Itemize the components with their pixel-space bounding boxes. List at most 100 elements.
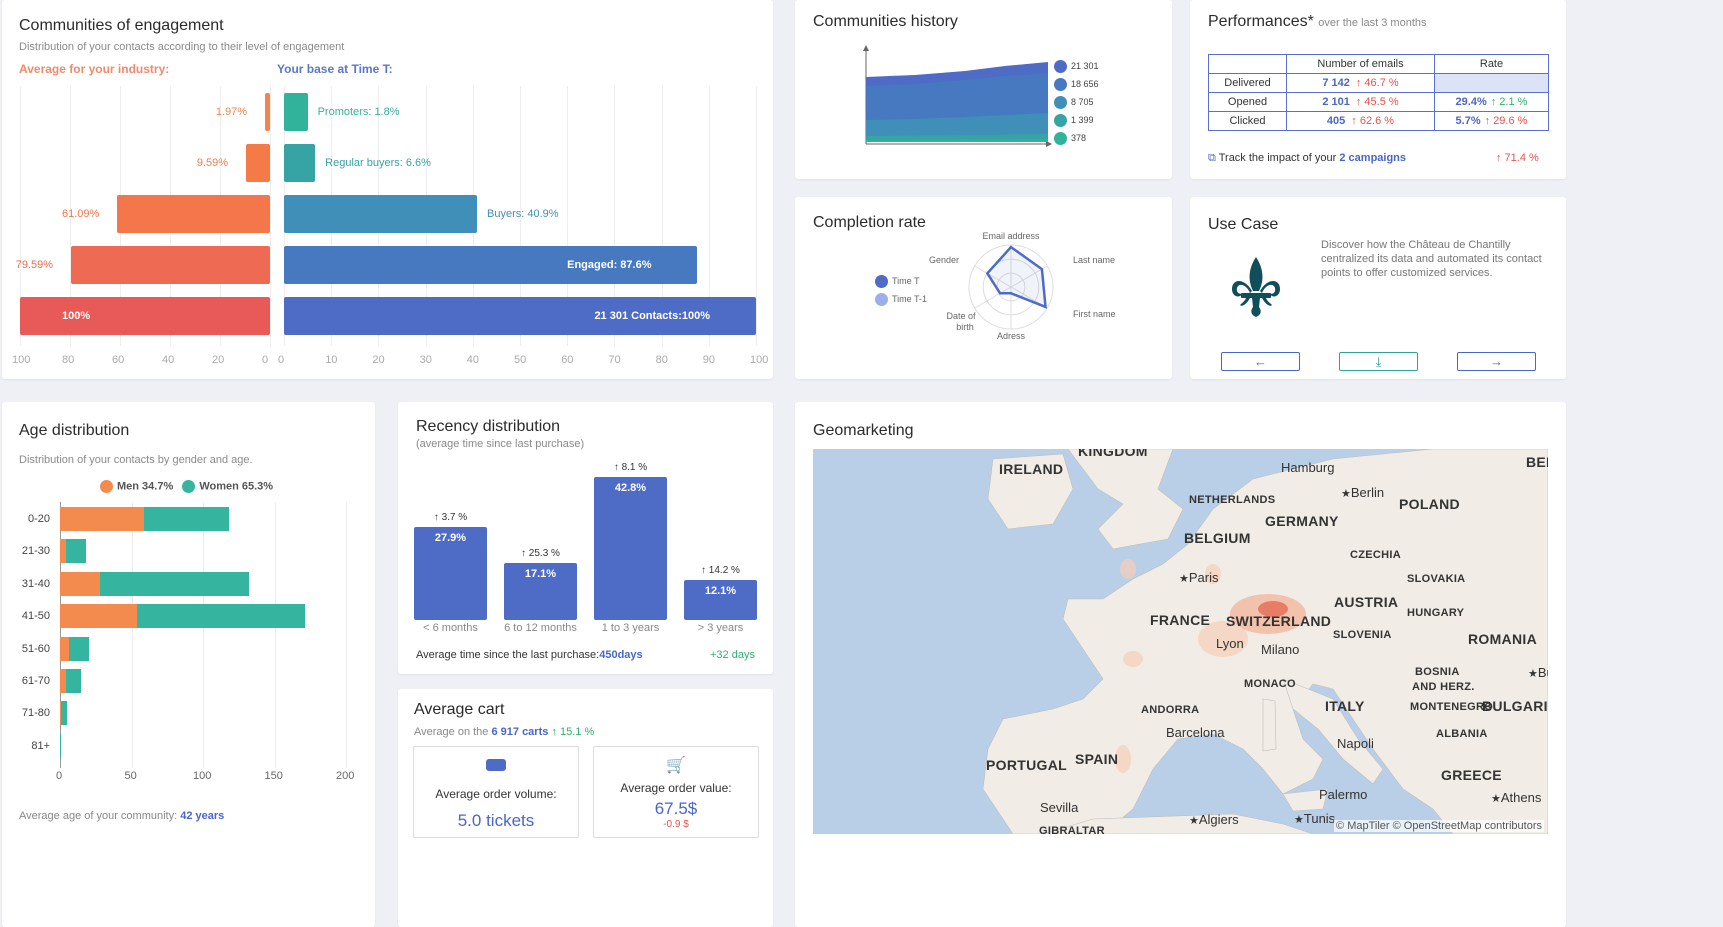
base-bar [284,93,308,131]
recency-footer: Average time since the last purchase:450… [416,649,643,661]
geo-card: Geomarketing KINGDOM IRELAND NE [795,402,1566,927]
completion-radar-chart: Email address Last name First name Adress Da… [929,231,1116,341]
average-age-value: 42 years [180,810,225,822]
cart-card: Average cart Average on the 6 917 carts … [398,689,773,927]
women-bar [65,539,86,564]
grid-line [567,86,569,346]
row-rate [1434,73,1549,93]
age-row-label: 21-30 [21,545,50,558]
age-row-label: 71-80 [21,707,50,720]
age-tick-label: 150 [264,770,283,782]
performances-title: Performances* [1208,13,1314,30]
radar-axis-label: Gender [929,255,959,265]
table-row: Delivered 7 142 ↑ 46.7 % [1208,73,1549,93]
base-bar [284,144,316,182]
city-label: ★Tunis [1294,811,1335,826]
country-label: POLAND [1399,496,1460,512]
legend-dot-icon [875,275,888,289]
country-label: FRANCE [1150,612,1211,628]
legend-dot-icon [1054,132,1067,146]
base-bar-label: Buyers: 40.9% [487,208,559,220]
recency-footer-value: 450days [599,649,643,661]
right-tick-label: 80 [655,354,668,366]
fleur-de-lis-logo [1232,257,1280,317]
count-value: 405 [1326,115,1346,127]
industry-bar-label: 1.97% [215,106,248,118]
download-icon: ⤓ [1375,353,1382,369]
geo-title: Geomarketing [813,422,914,439]
country-label: BOSNIA [1415,666,1460,678]
country-label: BELGIUM [1184,530,1251,546]
prev-button[interactable]: ← [1221,352,1300,371]
map-attribution: © MapTiler © OpenStreetMap contributors [1334,820,1544,832]
star-icon: ★ [1528,668,1538,680]
men-label: Men 34.7% [117,480,174,493]
row-name: Clicked [1208,111,1287,131]
map-land [982,449,1548,834]
country-label: SLOVENIA [1333,629,1392,641]
city-name: Barcelona [1166,725,1225,740]
country-label: AND HERZ. [1412,681,1475,693]
legend-dot-icon [1054,114,1067,128]
grid-line [70,86,71,346]
radar-axis-label: Date of birth [946,311,976,332]
recency-bar-label: > 3 years [697,622,744,634]
col-rate: Rate [1434,54,1549,74]
country-label: GREECE [1441,767,1502,783]
history-area-chart [863,45,1052,147]
industry-bar-label: 100% [62,310,91,322]
city-name: Bu [1537,665,1548,680]
age-card: Age distribution Distribution of your co… [2,402,375,927]
arrow-left-icon: ← [1254,354,1267,369]
recency-bar-label: < 6 months [423,622,478,634]
city-name: Palermo [1319,787,1368,802]
next-button[interactable]: → [1457,352,1536,371]
performances-subtitle: over the last 3 months [1318,17,1427,29]
campaigns-link[interactable]: 2 campaigns [1339,152,1407,164]
country-label: ROMANIA [1468,631,1537,647]
radar-axis [974,286,1012,309]
geo-map[interactable]: KINGDOM IRELAND NETHERLANDS GERMANY POLAND BE… [813,449,1548,834]
external-link-icon: ⧉ [1208,152,1216,164]
arrow-right-icon: → [1490,354,1503,369]
usecase-description: Discover how the Château de Chantilly ce… [1321,239,1542,279]
order-value-label: Average order value: [620,781,732,795]
country-label: ANDORRA [1141,704,1200,716]
history-legend-label: 1 399 [1071,115,1094,125]
base-bar-label: Promoters: 1.8% [317,106,400,118]
order-value-value: 67.5$ [654,799,698,818]
left-tick-label: 40 [162,354,175,366]
row-name: Opened [1208,92,1287,112]
country-label: AUSTRIA [1334,594,1399,610]
industry-bar-label: 61.09% [61,208,100,220]
legend-dot-icon [1054,96,1067,110]
right-tick-label: 30 [419,354,432,366]
legend-dot-icon [1054,78,1067,92]
men-bar [60,669,66,693]
city-label: Sevilla [1040,800,1078,815]
download-button[interactable]: ⤓ [1339,352,1418,371]
cart-average: Average on the 6 917 carts ↑ 15.1 % [414,726,595,738]
city-label: ★Athens [1491,790,1541,805]
star-icon: ★ [1179,573,1189,585]
row-name: Delivered [1208,73,1287,93]
age-tick-label: 100 [193,770,212,782]
rate-delta: ↑ 29.6 % [1484,115,1528,127]
age-subtitle: Distribution of your contacts by gender … [19,454,253,466]
row-count: 7 142 ↑ 46.7 % [1286,73,1435,93]
country-label: MONTENEGRO [1410,701,1494,713]
count-value: 2 101 [1322,96,1350,108]
men-bar [60,539,66,564]
cart-title: Average cart [414,701,505,718]
count-value: 7 142 [1322,77,1350,89]
country-label: GIBRALTAR [1039,825,1105,834]
count-delta: ↑ 45.5 % [1355,96,1399,108]
table-header-row: Number of emails Rate [1208,54,1549,74]
history-title: Communities history [813,13,958,30]
ticket-icon [486,759,506,771]
country-label: IRELAND [999,461,1064,477]
right-tick-label: 20 [372,354,385,366]
women-bar [144,507,229,531]
grid-line [708,86,710,346]
country-label: SWITZERLAND [1226,613,1332,629]
